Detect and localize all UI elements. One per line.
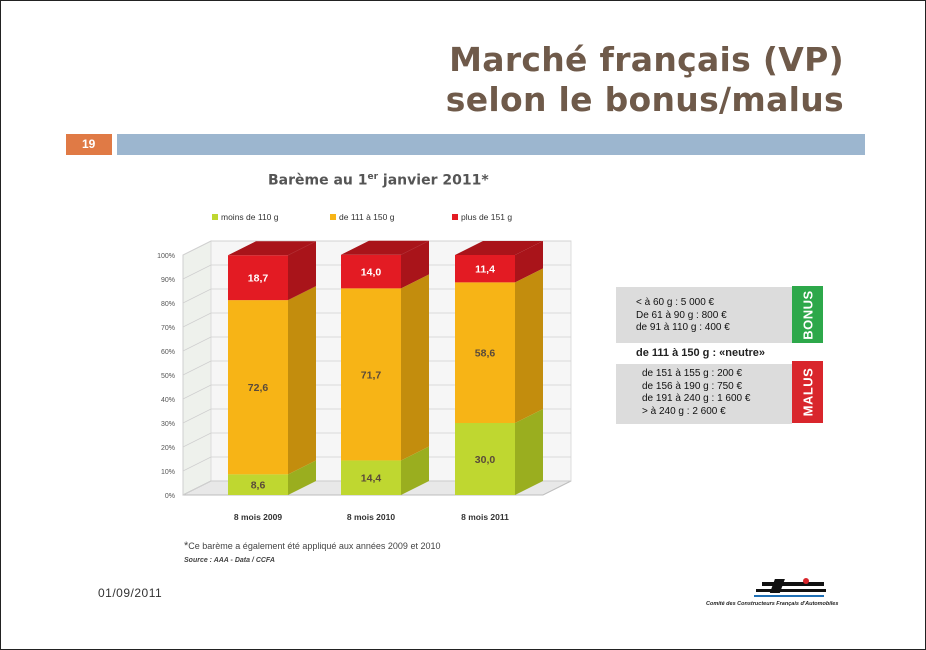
data-label: 72,6 xyxy=(248,382,269,394)
data-label: 8,6 xyxy=(251,480,266,492)
chart-title-rest: janvier 2011* xyxy=(378,172,489,189)
bar-side xyxy=(401,446,429,495)
legend-label: plus de 151 g xyxy=(461,212,512,222)
gridline xyxy=(182,432,212,448)
bar-segment xyxy=(455,255,515,283)
bar-segment xyxy=(455,282,515,423)
logo-text: Comité des Constructeurs Français d'Auto… xyxy=(706,601,839,607)
malus-panel: de 151 à 155 g : 200 € de 156 à 190 g : … xyxy=(616,364,792,424)
title-line-2: selon le bonus/malus xyxy=(445,80,844,119)
chart-title-sup: er xyxy=(367,172,379,182)
bonus-line: De 61 à 90 g : 800 € xyxy=(636,309,727,321)
gridline xyxy=(182,288,212,304)
legend-label: moins de 110 g xyxy=(221,212,279,222)
chart-title: Barème au 1er janvier 2011* xyxy=(268,172,489,189)
malus-line: de 156 à 190 g : 750 € xyxy=(642,380,743,392)
ccfa-logo-icon xyxy=(754,578,826,597)
data-label: 18,7 xyxy=(248,273,269,285)
y-tick-label: 30% xyxy=(161,421,175,428)
bar-side xyxy=(401,240,429,289)
bar-segment xyxy=(455,423,515,495)
header-rule xyxy=(117,134,865,155)
legend-label: de 111 à 150 g xyxy=(339,212,395,222)
bar-side xyxy=(288,286,316,475)
legend-swatch xyxy=(330,214,336,220)
malus-tag: MALUS xyxy=(792,361,823,423)
slide-title: Marché français (VP) selon le bonus/malu… xyxy=(446,40,844,120)
malus-line: > à 240 g : 2 600 € xyxy=(642,405,726,417)
bar-segment xyxy=(341,288,401,461)
data-label: 11,4 xyxy=(475,264,495,276)
slide-number: 19 xyxy=(66,134,112,155)
bonus-tag-label: BONUS xyxy=(800,289,815,340)
data-label: 71,7 xyxy=(361,369,382,381)
gridline xyxy=(182,264,212,280)
gridline xyxy=(182,456,212,472)
legend-swatch xyxy=(212,214,218,220)
data-label: 58,6 xyxy=(475,348,496,360)
source-note: Source : AAA - Data / CCFA xyxy=(184,557,275,564)
slide-date: 01/09/2011 xyxy=(98,586,163,600)
bar-segment xyxy=(228,474,288,495)
footnote-mark: * xyxy=(184,540,189,552)
bar-segment xyxy=(228,300,288,475)
bar-side xyxy=(515,268,543,423)
data-label: 30,0 xyxy=(475,454,496,466)
malus-line: de 151 à 155 g : 200 € xyxy=(642,368,743,379)
y-tick-label: 10% xyxy=(161,469,175,476)
bar-side xyxy=(401,274,429,461)
y-tick-label: 70% xyxy=(161,325,175,332)
y-tick-label: 0% xyxy=(165,493,175,500)
title-line-1: Marché français (VP) xyxy=(449,40,844,79)
bar-top xyxy=(455,241,543,255)
x-tick-label: 8 mois 2011 xyxy=(461,512,509,522)
bar-side xyxy=(515,409,543,495)
bar-side xyxy=(288,460,316,495)
gridline xyxy=(182,480,212,496)
x-tick-label: 8 mois 2010 xyxy=(347,512,395,522)
y-tick-label: 40% xyxy=(161,397,175,404)
bar-segment xyxy=(341,460,401,495)
bonus-tag: BONUS xyxy=(792,286,823,343)
data-label: 14,0 xyxy=(361,267,382,279)
legend-swatch xyxy=(452,214,458,220)
gridline xyxy=(182,312,212,328)
neutre-label: de 111 à 150 g : «neutre» xyxy=(636,347,766,359)
footnote: *Ce barème a également été appliqué aux … xyxy=(184,540,440,552)
bar-side xyxy=(288,241,316,301)
x-tick-label: 8 mois 2009 xyxy=(234,512,282,522)
gridline xyxy=(182,360,212,376)
footnote-text: Ce barème a également été appliqué aux a… xyxy=(188,541,441,551)
malus-line: de 191 à 240 g : 1 600 € xyxy=(642,393,751,404)
y-tick-label: 60% xyxy=(161,349,175,356)
malus-tag-label: MALUS xyxy=(800,367,815,417)
bonus-line: de 91 à 110 g : 400 € xyxy=(636,322,730,333)
bonus-line: < à 60 g : 5 000 € xyxy=(636,297,715,308)
y-tick-label: 90% xyxy=(161,277,175,284)
chart-title-main: Barème au 1 xyxy=(268,172,368,189)
y-tick-label: 100% xyxy=(157,253,175,260)
bar-side xyxy=(515,241,543,283)
gridline xyxy=(182,408,212,424)
gridline xyxy=(182,240,212,256)
data-label: 14,4 xyxy=(361,473,382,485)
bar-segment xyxy=(341,254,401,289)
y-tick-label: 50% xyxy=(161,373,175,380)
bonus-panel: < à 60 g : 5 000 € De 61 à 90 g : 800 € … xyxy=(616,287,792,343)
bar-segment xyxy=(228,255,288,301)
y-tick-label: 80% xyxy=(161,301,175,308)
y-tick-label: 20% xyxy=(161,445,175,452)
bar-top xyxy=(341,240,429,255)
gridline xyxy=(182,384,212,400)
gridline xyxy=(182,336,212,352)
bar-top xyxy=(228,241,316,256)
